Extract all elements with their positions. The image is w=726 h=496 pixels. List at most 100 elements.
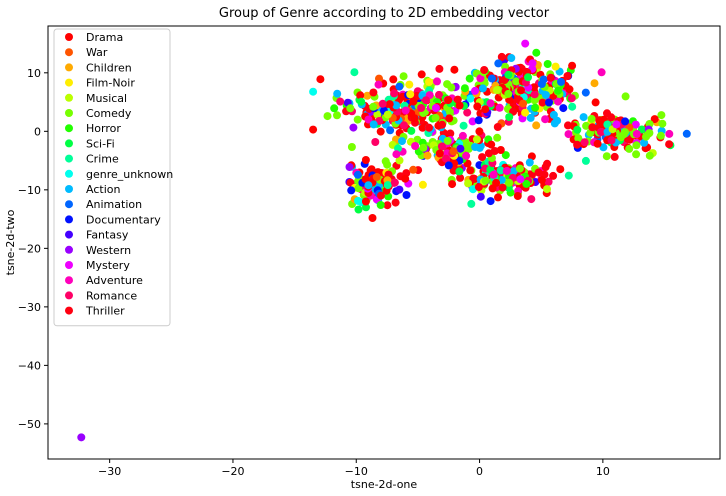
data-point: [505, 113, 514, 121]
x-tick-label: 10: [596, 465, 610, 478]
data-point: [645, 151, 654, 160]
data-point: [632, 150, 641, 159]
x-tick-label: −20: [221, 465, 244, 478]
legend-marker: [65, 169, 73, 178]
legend-marker: [65, 78, 73, 87]
data-point: [363, 91, 372, 100]
data-point: [459, 121, 468, 130]
data-point: [579, 113, 588, 122]
legend-marker: [65, 33, 73, 41]
data-point: [417, 104, 426, 112]
data-point: [474, 116, 483, 125]
legend-label: Fantasy: [86, 229, 129, 242]
y-tick-label: −40: [18, 359, 41, 372]
data-point: [464, 144, 473, 153]
data-point: [580, 138, 589, 147]
data-point: [522, 179, 531, 188]
legend-label: Sci-Fi: [86, 137, 115, 150]
data-point: [645, 129, 654, 137]
data-point: [357, 97, 366, 106]
data-point: [441, 154, 450, 163]
data-point: [590, 79, 599, 88]
data-point: [554, 97, 562, 106]
data-point: [448, 180, 457, 189]
data-point: [521, 39, 530, 48]
data-point: [501, 151, 510, 160]
data-point: [449, 147, 458, 156]
data-point: [354, 196, 362, 205]
data-point: [599, 143, 608, 152]
data-point: [568, 102, 577, 111]
legend-marker: [65, 63, 73, 72]
data-point: [682, 129, 691, 138]
data-point: [330, 104, 339, 113]
data-point: [431, 113, 440, 122]
data-point: [505, 178, 514, 187]
data-point: [347, 143, 356, 151]
data-point: [456, 173, 465, 182]
data-point: [425, 123, 433, 132]
data-point: [383, 110, 392, 119]
data-point: [532, 48, 541, 57]
data-point: [546, 73, 555, 82]
outlier-point: [77, 433, 86, 442]
data-point: [383, 201, 392, 210]
data-point: [449, 166, 458, 175]
data-point: [544, 177, 553, 186]
data-point: [527, 195, 536, 204]
data-point: [390, 178, 399, 187]
data-point: [537, 176, 546, 184]
data-point: [345, 163, 354, 171]
data-point: [493, 133, 502, 142]
data-point: [665, 140, 674, 149]
data-point: [371, 138, 380, 146]
data-point: [455, 167, 464, 176]
data-point: [395, 82, 404, 91]
data-point: [587, 114, 596, 123]
legend-label: Documentary: [86, 213, 161, 226]
data-point: [494, 193, 502, 202]
data-point: [494, 59, 503, 68]
data-point: [353, 115, 362, 124]
data-point: [480, 66, 489, 74]
legend-marker: [65, 185, 73, 193]
data-point: [410, 114, 419, 123]
data-point: [531, 103, 540, 112]
chart-title: Group of Genre according to 2D embedding…: [219, 6, 550, 21]
data-point: [425, 78, 433, 86]
data-point: [364, 115, 373, 124]
legend-marker: [65, 230, 73, 239]
data-point: [534, 168, 543, 177]
data-point: [543, 159, 552, 168]
legend-label: Drama: [86, 31, 123, 44]
data-point: [389, 75, 398, 84]
data-point: [521, 108, 530, 117]
data-point: [390, 89, 399, 98]
data-point: [443, 136, 452, 145]
data-point: [377, 191, 385, 200]
data-point: [588, 123, 597, 132]
data-point: [458, 131, 467, 140]
data-point: [402, 191, 411, 199]
legend-label: Crime: [86, 153, 119, 166]
legend-label: Romance: [86, 289, 137, 302]
data-point: [632, 130, 641, 138]
data-point: [612, 120, 621, 129]
data-point: [392, 150, 401, 159]
data-point: [383, 181, 392, 190]
data-point: [435, 64, 444, 73]
data-point: [492, 86, 501, 95]
data-point: [401, 106, 410, 115]
data-point: [528, 59, 537, 68]
data-point: [596, 128, 605, 136]
data-point: [486, 99, 495, 108]
data-point: [378, 99, 387, 108]
data-point: [556, 165, 565, 174]
y-tick-label: −10: [18, 184, 41, 197]
data-point: [581, 156, 590, 165]
data-point: [419, 143, 428, 152]
y-tick-label: 0: [34, 125, 41, 138]
data-point: [607, 113, 616, 122]
data-point: [369, 102, 378, 111]
